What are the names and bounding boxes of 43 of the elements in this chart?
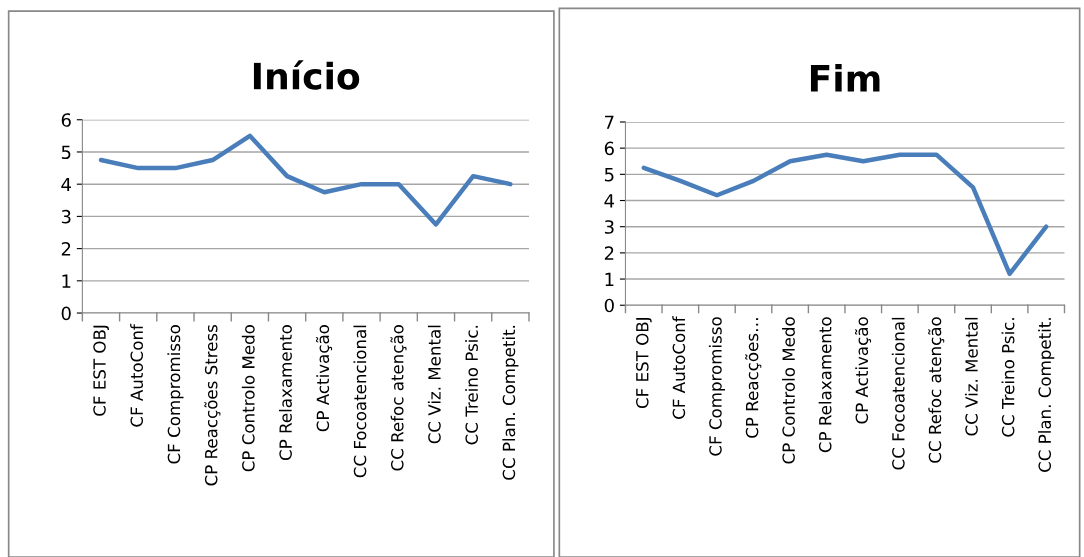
x-tick-label: CC Refoc atenção — [390, 325, 407, 471]
y-tick-label: 3 — [604, 220, 614, 234]
x-tick-label: CP Activação — [315, 325, 333, 432]
x-tick-label: CP Relaxamento — [818, 317, 832, 453]
y-tick-label: 1 — [605, 272, 614, 286]
y-tick-label: 2 — [61, 242, 71, 256]
y-tick-label: 2 — [604, 246, 614, 260]
line-series — [641, 152, 1049, 277]
y-tick-label: 0 — [604, 298, 614, 313]
x-tick-label: CC Focoatencional — [891, 317, 905, 470]
y-tick-label: 1 — [62, 274, 71, 288]
y-tick-label: 6 — [61, 113, 71, 127]
x-tick-label: CP Controlo Medo — [782, 317, 795, 464]
x-tick-label: CF Compromisso — [167, 325, 184, 464]
y-tick-label: 5 — [604, 168, 614, 182]
y-tick-label: 3 — [61, 209, 71, 224]
x-tick-label: CC Treino Psic. — [1001, 318, 1015, 437]
x-tick-label: CF Compromisso — [708, 317, 725, 456]
x-tick-label: CC Refoc atenção — [928, 317, 945, 463]
x-tick-label: CC Plan. Competit. — [1038, 318, 1055, 472]
x-tick-label: CC Viz. Mental — [964, 317, 978, 436]
x-tick-label: CP Activação — [854, 317, 872, 424]
y-tick-label: 7 — [605, 115, 614, 129]
chart-title: Fim — [810, 63, 880, 92]
x-tick-label: CF AutoConf — [130, 323, 144, 427]
x-tick-label: CF EST OBJ — [93, 325, 109, 416]
x-tick-label: CP Reacções Stress — [204, 324, 221, 486]
y-tick-label: 4 — [604, 194, 615, 208]
line-series — [98, 133, 513, 227]
x-tick-label: CP Relaxamento — [279, 325, 292, 460]
chart-title: Início — [253, 60, 360, 90]
x-tick-label: CF AutoConf — [672, 316, 686, 419]
x-tick-label: CP Controlo Medo — [241, 325, 255, 472]
x-tick-label: CC Focoatencional — [353, 325, 367, 478]
x-tick-label: CC Treino Psic. — [465, 325, 478, 445]
x-tick-label: CC Plan. Competit. — [502, 325, 519, 480]
x-tick-label: CP Reacções… — [745, 318, 762, 438]
y-tick-label: 0 — [61, 306, 71, 321]
x-tick-label: CC Viz. Mental — [427, 325, 441, 444]
y-tick-label: 5 — [61, 145, 71, 160]
y-tick-label: 6 — [604, 141, 614, 156]
x-tick-label: CF EST OBJ — [635, 317, 652, 408]
y-tick-label: 4 — [61, 177, 71, 192]
